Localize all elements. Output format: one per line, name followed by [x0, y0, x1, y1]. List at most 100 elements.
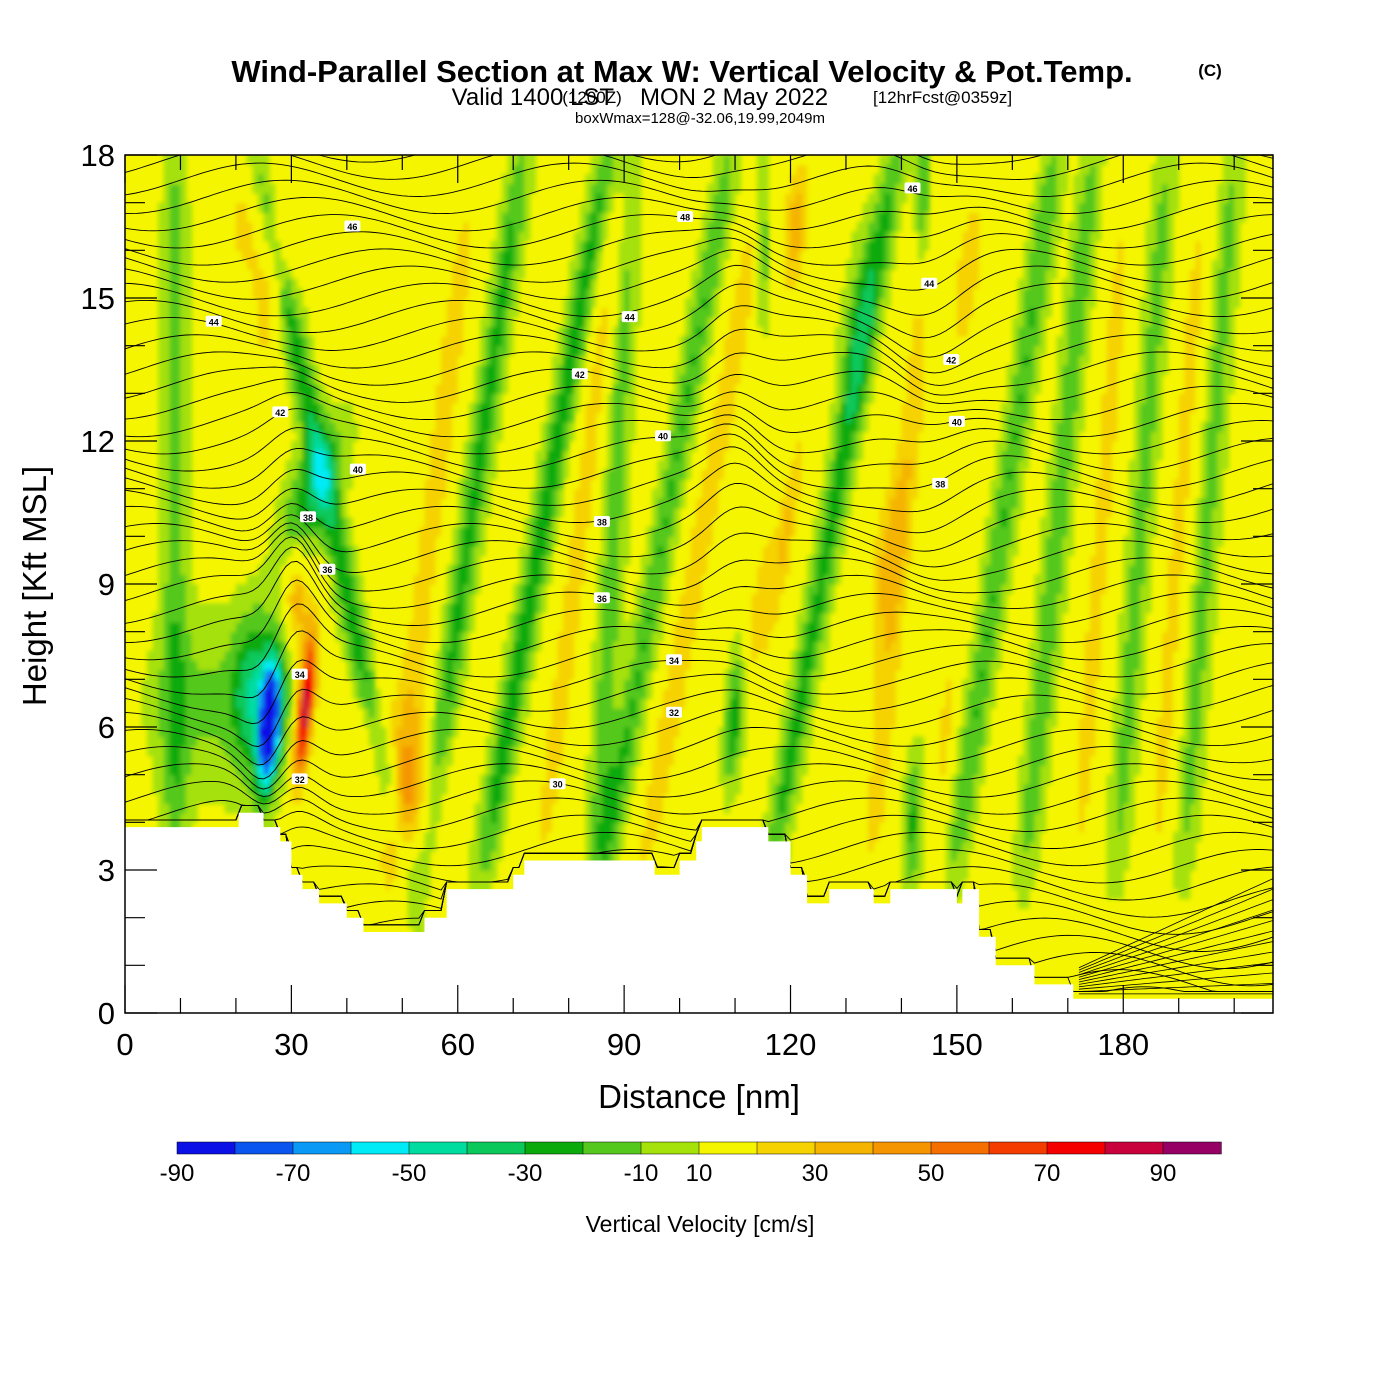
w-cell: [141, 717, 148, 728]
w-cell: [352, 622, 359, 633]
w-cell: [186, 317, 193, 328]
w-cell: [191, 765, 198, 776]
w-cell: [186, 250, 193, 261]
w-cell: [446, 584, 453, 595]
w-cell: [701, 259, 708, 270]
w-cell: [219, 755, 226, 766]
w-cell: [585, 584, 592, 595]
w-cell: [762, 326, 769, 337]
w-cell: [579, 450, 586, 461]
w-cell: [457, 660, 464, 671]
w-cell: [718, 402, 725, 413]
w-cell: [607, 755, 614, 766]
w-cell: [374, 727, 381, 738]
w-cell: [751, 612, 758, 623]
w-cell: [613, 393, 620, 404]
w-cell: [463, 660, 470, 671]
w-cell: [302, 679, 309, 690]
w-cell: [624, 698, 631, 709]
w-cell: [624, 679, 631, 690]
w-cell: [247, 660, 254, 671]
w-cell: [718, 507, 725, 518]
w-cell: [585, 317, 592, 328]
w-cell: [746, 593, 753, 604]
w-cell: [574, 393, 581, 404]
w-cell: [779, 564, 786, 575]
w-cell: [430, 498, 437, 509]
w-cell: [740, 364, 747, 375]
w-cell: [674, 736, 681, 747]
w-cell: [413, 584, 420, 595]
w-cell: [601, 383, 608, 394]
w-cell: [163, 669, 170, 680]
w-cell: [552, 421, 559, 432]
w-cell: [546, 517, 553, 528]
w-cell: [607, 479, 614, 490]
w-cell: [690, 269, 697, 280]
w-cell: [590, 774, 597, 785]
w-cell: [701, 307, 708, 318]
w-cell: [430, 736, 437, 747]
w-cell: [169, 460, 176, 471]
w-cell: [607, 850, 614, 861]
w-cell: [762, 507, 769, 518]
w-cell: [374, 831, 381, 842]
w-cell: [485, 402, 492, 413]
w-cell: [618, 393, 625, 404]
w-cell: [163, 641, 170, 652]
w-cell: [452, 536, 459, 547]
w-cell: [712, 183, 719, 194]
w-cell: [230, 765, 237, 776]
w-cell: [668, 460, 675, 471]
w-cell: [174, 803, 181, 814]
w-cell: [180, 507, 187, 518]
w-cell: [363, 793, 370, 804]
w-cell: [685, 622, 692, 633]
w-cell: [346, 574, 353, 585]
w-cell: [735, 240, 742, 251]
w-cell: [479, 202, 486, 213]
w-cell: [607, 507, 614, 518]
w-cell: [607, 727, 614, 738]
w-cell: [247, 727, 254, 738]
w-cell: [457, 641, 464, 652]
w-cell: [518, 641, 525, 652]
w-cell: [330, 498, 337, 509]
w-cell: [463, 564, 470, 575]
w-cell: [491, 421, 498, 432]
w-cell: [740, 288, 747, 299]
w-cell: [402, 727, 409, 738]
w-cell: [191, 746, 198, 757]
w-cell: [402, 841, 409, 852]
w-cell: [568, 631, 575, 642]
w-cell: [535, 526, 542, 537]
w-cell: [563, 460, 570, 471]
w-cell: [158, 298, 165, 309]
w-cell: [163, 155, 170, 166]
w-cell: [601, 736, 608, 747]
w-cell: [502, 755, 509, 766]
w-cell: [663, 812, 670, 823]
w-cell: [424, 488, 431, 499]
w-cell: [768, 536, 775, 547]
w-cell: [435, 317, 442, 328]
w-cell: [158, 526, 165, 537]
w-cell: [557, 765, 564, 776]
w-cell: [319, 441, 326, 452]
w-cell: [746, 307, 753, 318]
w-cell: [668, 488, 675, 499]
w-cell: [158, 603, 165, 614]
w-cell: [513, 155, 520, 156]
w-cell: [773, 812, 780, 823]
w-cell: [224, 240, 231, 251]
w-cell: [485, 326, 492, 337]
w-cell: [258, 402, 265, 413]
w-cell: [729, 460, 736, 471]
w-cell: [452, 326, 459, 337]
w-cell: [479, 469, 486, 480]
w-cell: [746, 259, 753, 270]
w-cell: [507, 288, 514, 299]
w-cell: [707, 193, 714, 204]
w-cell: [258, 679, 265, 690]
w-cell: [590, 231, 597, 242]
